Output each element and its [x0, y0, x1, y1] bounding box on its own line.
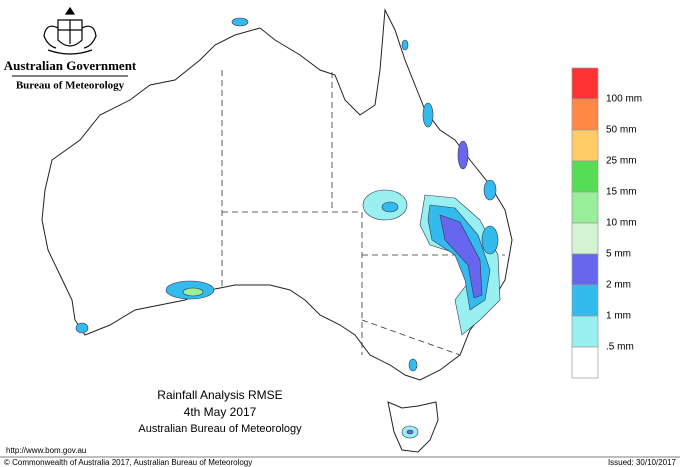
- legend-swatch: [571, 222, 599, 255]
- rainfall-areas: [75, 17, 501, 439]
- map-source: Australian Bureau of Meteorology: [138, 423, 302, 435]
- crest: [43, 6, 97, 55]
- legend-label: 15 mm: [606, 187, 637, 198]
- legend: 100 mm 50 mm 25 mm 15 mm 10 mm 5 mm 2 mm 1 mm .5…: [571, 67, 642, 379]
- legend-swatch: [571, 284, 599, 317]
- gov-name: Australian Government: [4, 58, 137, 73]
- legend-swatch: [571, 191, 599, 224]
- legend-swatch: [571, 253, 599, 286]
- url: http://www.bom.gov.au: [6, 446, 86, 455]
- legend-label: 2 mm: [606, 280, 631, 291]
- mainland: [41, 8, 513, 381]
- legend-swatch: [571, 129, 599, 162]
- legend-label: 25 mm: [606, 156, 637, 167]
- bureau-name: Bureau of Meteorology: [16, 80, 125, 92]
- legend-label: 100 mm: [606, 94, 642, 105]
- legend-swatch: [571, 67, 599, 100]
- map-title: Rainfall Analysis RMSE: [157, 388, 282, 402]
- legend-swatch: [571, 346, 599, 379]
- map-date: 4th May 2017: [184, 405, 257, 419]
- legend-label: 1 mm: [606, 311, 631, 322]
- legend-swatch: [571, 98, 599, 131]
- state-borders: [221, 70, 505, 356]
- legend-label: 10 mm: [606, 218, 637, 229]
- legend-label: 50 mm: [606, 125, 637, 136]
- legend-swatch: [571, 315, 599, 348]
- legend-label: 5 mm: [606, 249, 631, 260]
- legend-swatch: [571, 160, 599, 193]
- legend-label: .5 mm: [606, 342, 634, 353]
- copyright: © Commonwealth of Australia 2017, Austra…: [4, 458, 252, 467]
- issued-date: Issued: 30/10/2017: [608, 458, 677, 467]
